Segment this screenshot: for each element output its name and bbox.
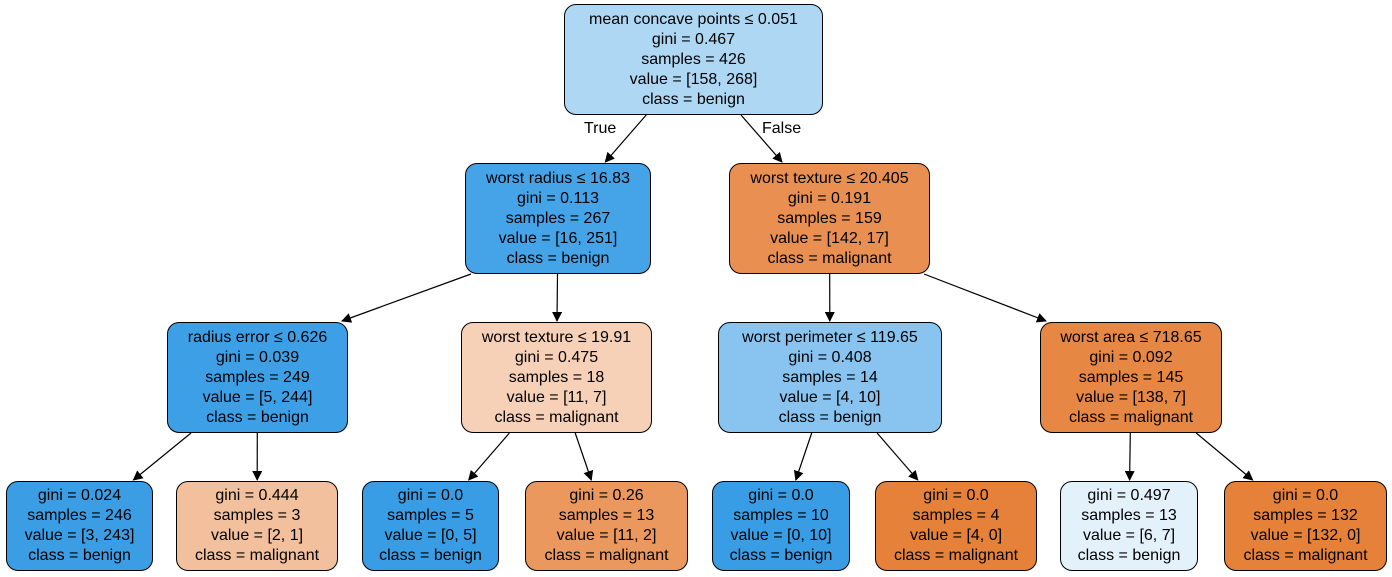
node-text-line: samples = 14 [782,368,878,386]
node-text-line: gini = 0.113 [517,189,599,207]
tree-node-n9: gini = 0.0 samples = 5 value = [0, 5] class… [362,481,499,571]
edge-n3-n7 [132,432,192,481]
node-text-line: samples = 249 [205,368,310,386]
tree-node-n7: gini = 0.024 samples = 246 value = [3, 243… [6,481,153,571]
edge-label-true: True [584,120,617,137]
tree-node-n13: gini = 0.497 samples = 13 value = [6, 7] cl… [1060,481,1198,571]
node-text-line: samples = 3 [213,507,301,524]
node-text-line: samples = 18 [508,368,605,386]
node-text-line: gini = 0.092 [1089,348,1173,366]
node-text-line: samples = 10 [733,507,829,524]
node-text-line: gini = 0.191 [787,189,872,207]
node-text-line: mean concave points ≤ 0.051 [589,10,798,28]
node-text-line: class = malignant [494,408,619,426]
edge-n4-n9 [468,432,510,481]
edge-label-false: False [762,120,802,137]
node-text-line: gini = 0.467 [651,30,736,48]
node-text-line: class = benign [28,547,131,564]
node-text-line: samples = 5 [387,507,474,524]
node-text-line: worst texture ≤ 19.91 [481,328,632,346]
node-text-line: value = [11, 2] [556,527,657,544]
node-text-line: gini = 0.475 [514,348,599,366]
node-text-line: class = malignant [767,249,892,267]
node-text-line: gini = 0.0 [397,487,464,504]
node-text-line: class = benign [778,408,882,426]
tree-node-n14: gini = 0.0 samples = 132 value = [132, 0] c… [1224,481,1387,571]
node-text-line: value = [132, 0] [1250,527,1361,544]
node-text-line: value = [16, 251] [498,229,618,247]
node-text-line: worst texture ≤ 20.405 [750,169,909,187]
node-text-line: gini = 0.408 [788,348,872,366]
node-text-line: class = malignant [1068,408,1194,426]
node-text-line: value = [2, 1] [210,527,304,544]
tree-node-n10: gini = 0.26 samples = 13 value = [11, 2] cl… [525,481,688,571]
tree-node-n1: worst radius ≤ 16.83 gini = 0.113 samples … [465,163,651,274]
node-text-line: class = benign [642,90,745,108]
node-text-line: value = [11, 7] [506,388,607,406]
tree-node-n4: worst texture ≤ 19.91 gini = 0.475 samples… [461,322,652,433]
node-text-line: samples = 132 [1253,507,1358,524]
edge-n6-n14 [1195,432,1254,481]
node-text-line: class = malignant [544,547,669,564]
node-text-line: worst radius ≤ 16.83 [486,169,630,187]
edge-n1-n4 [552,273,563,322]
tree-node-n2: worst texture ≤ 20.405 gini = 0.191 sample… [729,163,930,274]
node-text-line: samples = 246 [27,507,132,524]
node-text-line: worst perimeter ≤ 119.65 [742,328,918,346]
edge-n0-n1 [604,114,647,163]
tree-node-n12: gini = 0.0 samples = 4 value = [4, 0] class… [875,481,1037,571]
edge-n5-n12 [876,432,919,481]
node-text-line: class = benign [1077,547,1181,564]
node-text-line: value = [3, 243] [24,527,135,544]
node-text-line: value = [5, 244] [202,388,313,406]
node-text-line: gini = 0.0 [923,487,989,504]
edge-n0-n2 [740,114,783,163]
node-text-line: class = benign [729,547,833,564]
node-text-line: gini = 0.039 [215,348,300,366]
node-text-line: samples = 426 [641,50,746,68]
node-text-line: samples = 4 [912,507,1000,524]
tree-node-n8: gini = 0.444 samples = 3 value = [2, 1] cla… [176,481,338,571]
node-text-line: value = [4, 10] [779,388,881,406]
edge-n2-n6 [923,273,1047,323]
node-text-line: samples = 159 [777,209,882,227]
node-text-line: gini = 0.0 [748,487,814,504]
node-text-line: class = malignant [893,547,1019,564]
node-text-line: gini = 0.444 [215,487,299,504]
node-text-line: samples = 13 [558,507,655,524]
node-text-line: radius error ≤ 0.626 [187,328,328,346]
node-text-line: class = malignant [194,547,320,564]
node-text-line: samples = 145 [1078,368,1184,386]
node-text-line: value = [6, 7] [1082,527,1176,544]
node-text-line: value = [158, 268] [629,70,758,88]
node-text-line: value = [142, 17] [770,229,889,247]
edge-n6-n13 [1124,432,1135,481]
node-text-line: value = [4, 0] [909,527,1003,544]
tree-node-n0: mean concave points ≤ 0.051 gini = 0.467 s… [564,4,823,115]
tree-node-n6: worst area ≤ 718.65 gini = 0.092 samples =… [1040,322,1222,433]
node-text-line: samples = 267 [505,209,611,227]
edge-n5-n11 [793,432,813,481]
node-text-line: value = [0, 5] [384,527,477,544]
node-text-line: worst area ≤ 718.65 [1060,328,1202,346]
node-text-line: class = benign [379,547,482,564]
node-text-line: class = benign [206,408,309,426]
node-text-line: gini = 0.0 [1272,487,1339,504]
tree-node-n3: radius error ≤ 0.626 gini = 0.039 samples … [167,322,348,433]
edge-n1-n3 [341,273,472,323]
node-text-line: value = [0, 10] [730,527,832,544]
tree-node-n5: worst perimeter ≤ 119.65 gini = 0.408 samp… [718,322,942,433]
node-text-line: class = malignant [1243,547,1368,564]
node-text-line: gini = 0.024 [37,487,122,504]
node-text-line: gini = 0.497 [1087,487,1171,504]
node-text-line: gini = 0.26 [569,487,644,504]
node-text-line: samples = 13 [1081,507,1177,524]
edge-n4-n10 [574,432,594,481]
node-text-line: value = [138, 7] [1076,388,1186,406]
node-text-line: class = benign [506,249,610,267]
tree-node-n11: gini = 0.0 samples = 10 value = [0, 10] cla… [712,481,850,571]
